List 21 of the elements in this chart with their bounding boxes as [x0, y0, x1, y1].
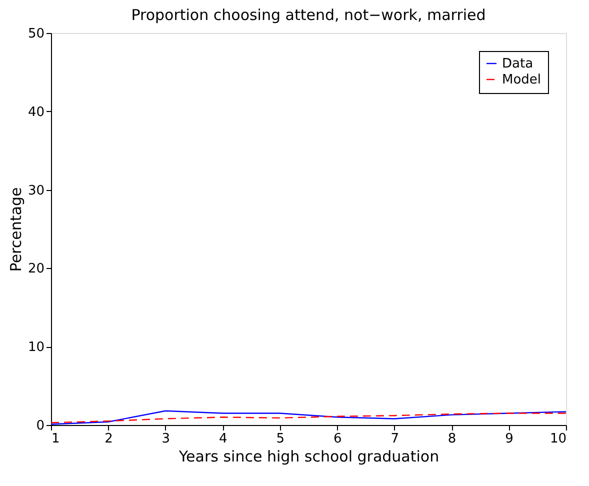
x-tick-label: 7: [390, 432, 399, 446]
x-tick-label: 2: [104, 432, 113, 446]
x-tick-label: 3: [162, 432, 170, 446]
y-tick-label: 50: [28, 26, 44, 42]
x-tick-label: 10: [550, 432, 566, 446]
y-tick-label: 10: [28, 340, 44, 356]
x-tick-label: 9: [505, 432, 514, 446]
x-tick-label: 1: [52, 432, 60, 446]
y-tick-label: 0: [36, 418, 44, 434]
x-tick-label: 6: [333, 432, 342, 446]
y-axis-title: Percentage: [6, 187, 25, 272]
y-tick-label: 20: [28, 262, 44, 277]
x-tick-label: 5: [276, 432, 285, 446]
x-tick-label: 8: [448, 432, 456, 446]
chart-title: Proportion choosing attend, not−work, married: [131, 6, 486, 24]
x-axis-title: Years since high school graduation: [178, 448, 440, 466]
y-tick-label: 40: [28, 104, 44, 120]
y-tick-label: 30: [28, 183, 44, 198]
legend-label: Model: [502, 72, 542, 88]
x-tick-label: 4: [219, 432, 228, 446]
legend-label: Data: [502, 56, 534, 72]
